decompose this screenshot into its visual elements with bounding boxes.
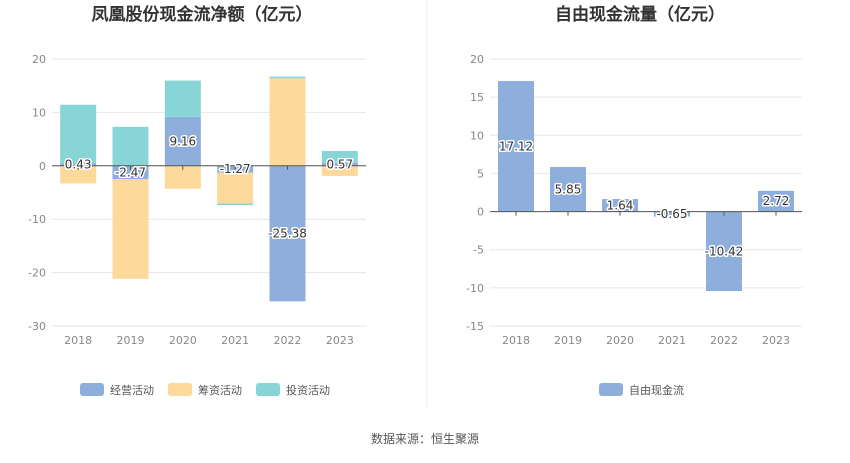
y-tick-label: -10 [466, 282, 484, 295]
y-tick-label: 5 [477, 167, 484, 180]
x-tick-label: 2022 [274, 334, 302, 347]
bar [706, 211, 742, 292]
chart-cash-flow-net: 凤凰股份现金流净额（亿元） 20 10 0 -10 -20 -30 2018 2019 2020 2… [28, 4, 366, 397]
y-tick-label: -30 [28, 320, 46, 333]
chart-title: 自由现金流量（亿元） [555, 4, 725, 25]
y-tick-label: -5 [473, 244, 484, 257]
y-tick-label: 0 [39, 160, 46, 173]
bar [269, 78, 306, 166]
legend-swatch [168, 383, 192, 396]
bar [164, 165, 201, 189]
data-label: 0.43 [65, 158, 92, 172]
bar [60, 165, 97, 184]
legend-swatch [256, 383, 280, 396]
legend-label: 筹资活动 [198, 383, 242, 397]
bar [269, 76, 306, 79]
bar [164, 116, 201, 166]
data-label: -0.65 [656, 207, 687, 221]
y-tick-label: 15 [470, 91, 484, 104]
bar [269, 165, 306, 302]
bar [60, 163, 97, 166]
y-tick-label: 20 [32, 53, 46, 66]
bar [550, 166, 586, 212]
y-tick-label: -10 [28, 213, 46, 226]
data-label: -1.27 [220, 162, 251, 176]
legend-swatch [80, 383, 104, 396]
x-tick-label: 2023 [762, 334, 790, 347]
legend-swatch [599, 383, 623, 396]
chart-title: 凤凰股份现金流净额（亿元） [92, 4, 313, 25]
data-source: 数据来源：恒生聚源 [371, 431, 479, 446]
x-tick-label: 2021 [221, 334, 249, 347]
bar [217, 203, 254, 206]
y-tick-label: 10 [32, 106, 46, 119]
x-tick-label: 2022 [710, 334, 738, 347]
data-label: 2.72 [763, 194, 790, 208]
bar [321, 165, 358, 176]
x-tick-label: 2018 [64, 334, 92, 347]
bar [60, 104, 97, 164]
bar [321, 151, 358, 163]
data-label: 5.85 [555, 182, 582, 196]
x-tick-label: 2023 [326, 334, 354, 347]
bar [758, 190, 794, 212]
bar [498, 80, 534, 212]
x-tick-label: 2020 [169, 334, 197, 347]
data-label: -25.38 [268, 227, 307, 241]
bar [112, 126, 149, 166]
bar [602, 199, 638, 212]
x-tick-label: 2020 [606, 334, 634, 347]
data-label: -10.42 [705, 244, 744, 258]
y-tick-label: 10 [470, 129, 484, 142]
bar [164, 80, 201, 117]
x-tick-label: 2021 [658, 334, 686, 347]
data-label: 1.64 [607, 198, 634, 212]
data-label: 9.16 [169, 134, 196, 148]
data-label: 17.12 [499, 139, 533, 153]
bar [112, 165, 149, 179]
data-label: 0.57 [326, 157, 353, 171]
x-tick-label: 2019 [554, 334, 582, 347]
bar [217, 172, 254, 204]
legend-label: 经营活动 [110, 383, 154, 397]
bar [321, 162, 358, 166]
data-label: -2.47 [115, 165, 146, 179]
x-tick-label: 2018 [502, 334, 530, 347]
y-tick-label: 20 [470, 53, 484, 66]
x-tick-label: 2019 [117, 334, 145, 347]
y-tick-label: -20 [28, 267, 46, 280]
legend-label: 投资活动 [286, 383, 330, 397]
chart-free-cash-flow: 自由现金流量（亿元） 20 15 10 5 0 -5 -10 -15 2018 2019 2020 20… [466, 4, 802, 397]
bar [112, 178, 149, 279]
legend-label: 自由现金流 [629, 383, 684, 397]
y-tick-label: -15 [466, 320, 484, 333]
y-tick-label: 0 [477, 206, 484, 219]
